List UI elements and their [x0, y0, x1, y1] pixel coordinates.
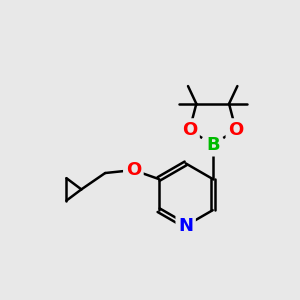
Text: N: N: [178, 217, 193, 235]
Text: B: B: [206, 136, 220, 154]
Text: O: O: [126, 161, 141, 179]
Text: O: O: [228, 121, 244, 139]
Text: O: O: [182, 121, 197, 139]
